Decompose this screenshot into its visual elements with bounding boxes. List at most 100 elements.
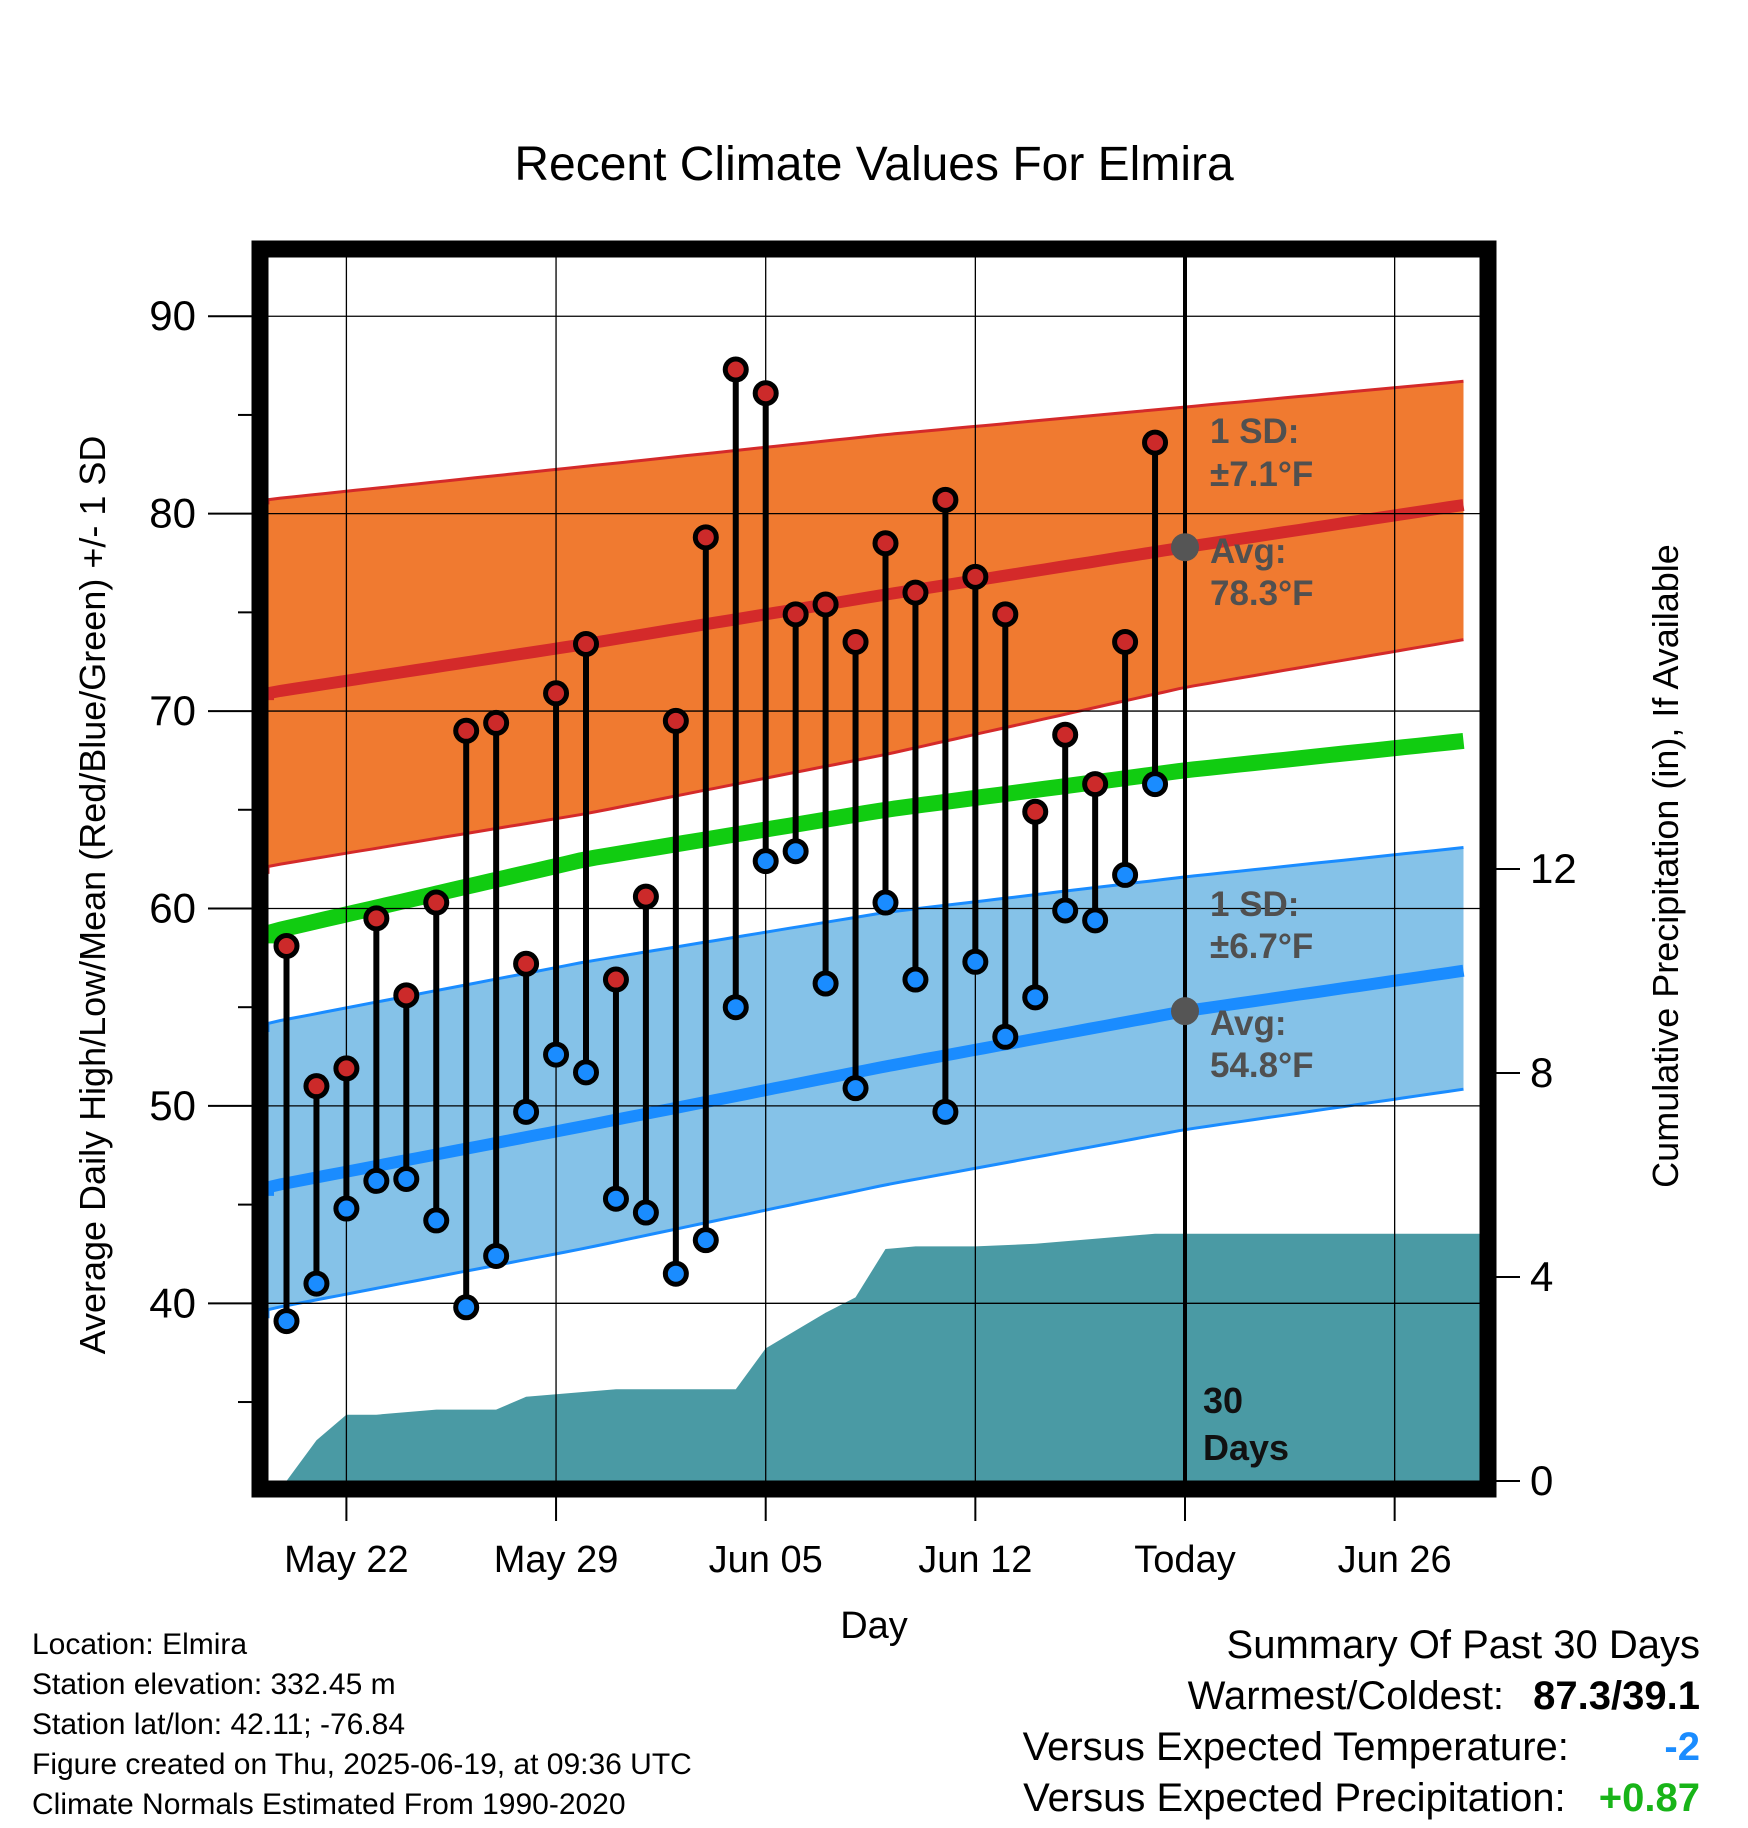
daily-low-point (662, 1260, 689, 1287)
x-tick-label: May 22 (284, 1539, 409, 1581)
low-sd-value: ±6.7°F (1210, 927, 1313, 966)
daily-low-point (483, 1242, 510, 1269)
daily-high-point (872, 530, 899, 557)
daily-low-point (602, 1185, 629, 1212)
low-avg-title: Avg: (1210, 1004, 1286, 1043)
high-avg-value: 78.3°F (1210, 574, 1314, 613)
daily-high-point (393, 982, 420, 1009)
daily-high-point (423, 889, 450, 916)
daily-low-point (962, 948, 989, 975)
daily-low-point (752, 848, 779, 875)
station-info: Location: Elmira Station elevation: 332.… (32, 1625, 692, 1825)
summary-precip-label: Versus Expected Precipitation: (1023, 1776, 1566, 1820)
low-sd-title: 1 SD: (1210, 885, 1299, 924)
daily-low-point (573, 1059, 599, 1086)
daily-low-point (872, 889, 899, 916)
daily-high-point (273, 932, 300, 959)
x-tick-label: Today (1134, 1539, 1235, 1581)
high-sd-value: ±7.1°F (1210, 455, 1313, 494)
plot-frame (251, 240, 1497, 1498)
daily-high-point (573, 630, 599, 657)
low-sd-lower-line (266, 1087, 1464, 1319)
daily-high-point (543, 680, 570, 707)
y2-tick-label: 0 (1530, 1457, 1553, 1504)
summary-panel: Summary Of Past 30 Days Warmest/Coldest:… (1023, 1620, 1700, 1824)
high-avg-marker (1171, 533, 1199, 562)
chart-title: Recent Climate Values For Elmira (514, 138, 1234, 191)
summary-warmest-row: Warmest/Coldest: 87.3/39.1 (1023, 1671, 1700, 1722)
daily-low-point (722, 994, 749, 1021)
daily-high-point (782, 601, 809, 628)
y2-axis-label: Cumulative Precipitation (in), If Availa… (1645, 544, 1686, 1188)
daily-high-point (333, 1055, 360, 1082)
x-tick-label: Jun 26 (1338, 1539, 1452, 1581)
daily-low-point (543, 1041, 570, 1068)
station-info-line: Station lat/lon: 42.11; -76.84 (32, 1708, 406, 1741)
normal-high-line (262, 499, 1465, 701)
daily-low-point (782, 838, 809, 865)
daily-high-point (842, 628, 869, 655)
daily-high-point (513, 950, 540, 977)
y-tick-label: 40 (149, 1279, 196, 1326)
daily-high-point (602, 966, 629, 993)
high-sd-upper-line (266, 379, 1464, 505)
high-sd-band (268, 381, 1464, 874)
summary-warmest-value: 87.3/39.1 (1533, 1674, 1700, 1718)
summary-temp-label: Versus Expected Temperature: (1022, 1725, 1569, 1769)
daily-low-point (932, 1098, 959, 1125)
daily-high-point (303, 1073, 330, 1100)
y-tick-label: 50 (149, 1082, 196, 1129)
summary-temp-value: -2 (1664, 1725, 1700, 1769)
high-sd-lower-line (266, 638, 1464, 874)
daily-high-point (812, 591, 839, 618)
y-tick-label: 90 (149, 292, 196, 339)
daily-high-point (692, 524, 719, 551)
daily-high-point (483, 709, 510, 736)
daily-low-point (363, 1167, 390, 1194)
high-avg-title: Avg: (1210, 532, 1286, 571)
normal-low-line (262, 964, 1465, 1196)
daily-high-point (453, 717, 480, 744)
y-axis-label: Average Daily High/Low/Mean (Red/Blue/Gr… (72, 436, 113, 1355)
daily-high-point (662, 707, 689, 734)
station-info-line: Station elevation: 332.45 m (32, 1668, 396, 1701)
low-avg-value: 54.8°F (1210, 1046, 1314, 1085)
low-sd-upper-line (266, 846, 1464, 1032)
daily-low-point (902, 966, 929, 993)
station-info-line: Figure created on Thu, 2025-06-19, at 09… (32, 1748, 692, 1781)
daily-low-point (842, 1075, 869, 1102)
days-number: 30 (1203, 1380, 1243, 1421)
summary-temp-row: Versus Expected Temperature: -2 (1023, 1722, 1700, 1773)
y2-tick-label: 12 (1530, 845, 1577, 892)
daily-low-point (1052, 897, 1079, 924)
daily-low-point (273, 1308, 300, 1335)
daily-high-point (902, 579, 929, 606)
summary-title: Summary Of Past 30 Days (1226, 1623, 1700, 1667)
summary-precip-row: Versus Expected Precipitation: +0.87 (1023, 1773, 1700, 1824)
x-axis-label: Day (840, 1605, 908, 1647)
daily-high-point (1112, 628, 1139, 655)
daily-low-point (1112, 861, 1139, 888)
x-tick-label: May 29 (494, 1539, 619, 1581)
daily-low-point (632, 1199, 659, 1226)
daily-high-point (992, 601, 1019, 628)
daily-low-point (333, 1195, 360, 1222)
y-tick-label: 80 (149, 490, 196, 537)
y-tick-label: 60 (149, 884, 196, 931)
daily-high-point (1022, 798, 1049, 825)
x-tick-label: Jun 05 (709, 1539, 823, 1581)
daily-low-point (1082, 907, 1109, 934)
daily-high-point (1082, 771, 1109, 798)
daily-high-point (632, 883, 659, 910)
high-sd-title: 1 SD: (1210, 412, 1299, 451)
daily-high-point (932, 486, 959, 513)
daily-low-point (513, 1098, 540, 1125)
summary-warmest-label: Warmest/Coldest: (1187, 1674, 1505, 1718)
y-tick-label: 70 (149, 687, 196, 734)
daily-low-point (812, 970, 839, 997)
daily-low-point (423, 1207, 450, 1234)
daily-high-point (1052, 721, 1079, 748)
station-info-line: Climate Normals Estimated From 1990-2020 (32, 1788, 626, 1821)
y2-tick-label: 8 (1530, 1049, 1553, 1096)
